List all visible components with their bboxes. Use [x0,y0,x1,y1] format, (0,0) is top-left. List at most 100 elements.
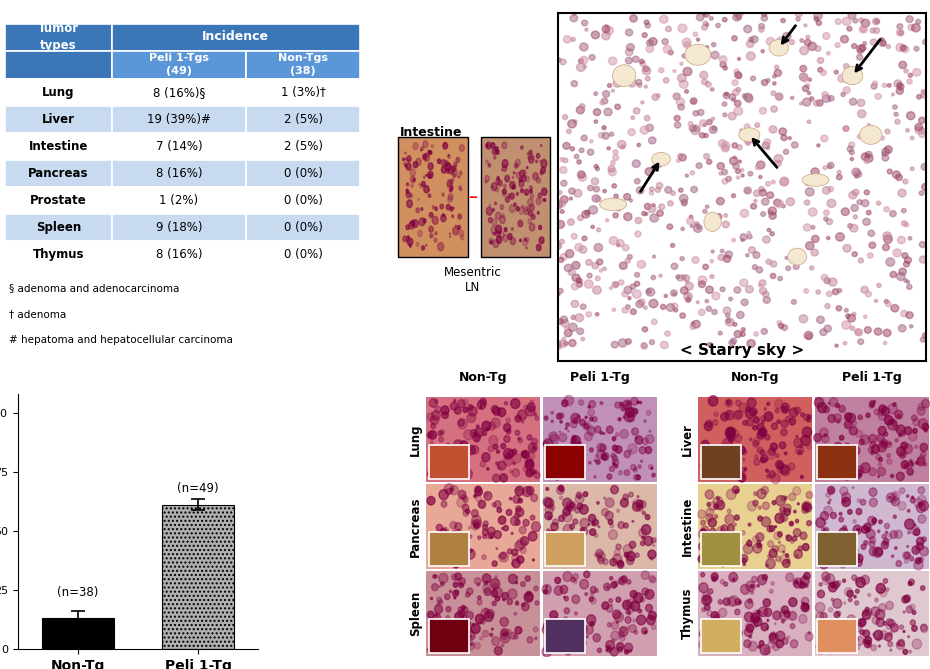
Circle shape [496,150,499,155]
Circle shape [589,401,595,407]
Circle shape [915,548,920,553]
Circle shape [888,642,893,647]
Circle shape [711,43,716,47]
Circle shape [653,255,656,258]
Circle shape [886,619,893,626]
Circle shape [494,500,501,508]
Circle shape [852,43,857,48]
Circle shape [868,593,870,597]
Bar [426,484,540,569]
Circle shape [687,294,690,298]
Circle shape [894,112,898,116]
Text: Non-Tg: Non-Tg [731,371,779,385]
Circle shape [751,76,755,81]
Circle shape [509,574,517,583]
Circle shape [843,525,846,530]
Circle shape [791,142,798,148]
Circle shape [764,608,772,616]
Circle shape [751,615,758,623]
Circle shape [560,496,563,500]
Circle shape [798,253,802,256]
Circle shape [821,528,825,531]
Circle shape [645,589,654,599]
Circle shape [869,434,877,443]
Circle shape [762,11,767,17]
Circle shape [551,522,558,531]
Circle shape [773,644,779,651]
Circle shape [423,141,428,148]
Circle shape [627,579,631,584]
Text: Peli 1-Tg: Peli 1-Tg [570,371,630,385]
Circle shape [565,423,569,426]
Circle shape [637,401,639,403]
Circle shape [734,11,740,17]
Circle shape [746,189,750,193]
Bar [543,484,657,569]
Circle shape [665,187,671,193]
Bar [42,618,114,649]
Circle shape [921,337,925,342]
Bar [112,187,246,213]
Circle shape [578,495,581,499]
Circle shape [761,455,768,462]
Circle shape [709,396,718,406]
Circle shape [795,519,799,522]
Circle shape [747,40,754,47]
Circle shape [445,594,450,599]
Circle shape [843,244,851,252]
Circle shape [447,456,454,463]
Circle shape [732,142,737,148]
Circle shape [829,583,837,592]
Circle shape [602,98,608,104]
Circle shape [684,42,690,48]
Circle shape [430,213,432,217]
Circle shape [551,420,553,422]
Circle shape [850,326,855,330]
Circle shape [613,610,620,619]
Circle shape [468,622,471,626]
Circle shape [578,400,584,405]
Circle shape [525,189,528,195]
Circle shape [893,249,901,257]
Circle shape [646,45,654,52]
Circle shape [454,597,456,599]
Circle shape [597,259,603,265]
Circle shape [640,126,648,134]
Circle shape [703,21,708,25]
Circle shape [729,433,731,436]
Circle shape [857,466,864,474]
Circle shape [723,113,726,116]
Circle shape [713,615,720,621]
Circle shape [430,233,432,237]
Circle shape [567,556,575,564]
Circle shape [469,407,477,416]
Circle shape [450,207,453,211]
Circle shape [493,407,500,415]
Circle shape [466,535,468,537]
Circle shape [644,306,647,309]
Circle shape [458,583,463,587]
Circle shape [821,135,828,142]
Circle shape [603,267,606,270]
Circle shape [922,90,925,93]
Text: 0 (0%): 0 (0%) [284,193,323,207]
Circle shape [558,561,561,564]
Text: 0 (0%): 0 (0%) [284,248,323,261]
Circle shape [481,609,490,619]
Circle shape [630,450,631,452]
Circle shape [428,194,431,197]
Circle shape [855,559,862,567]
Circle shape [570,421,577,428]
Circle shape [919,503,923,507]
Circle shape [403,236,407,242]
Circle shape [526,459,534,467]
Circle shape [680,313,685,318]
Circle shape [562,557,564,559]
Circle shape [793,510,796,513]
Circle shape [556,292,560,296]
Circle shape [878,476,880,478]
Circle shape [549,620,552,624]
Circle shape [693,32,698,37]
Circle shape [907,284,912,290]
Circle shape [835,344,838,347]
